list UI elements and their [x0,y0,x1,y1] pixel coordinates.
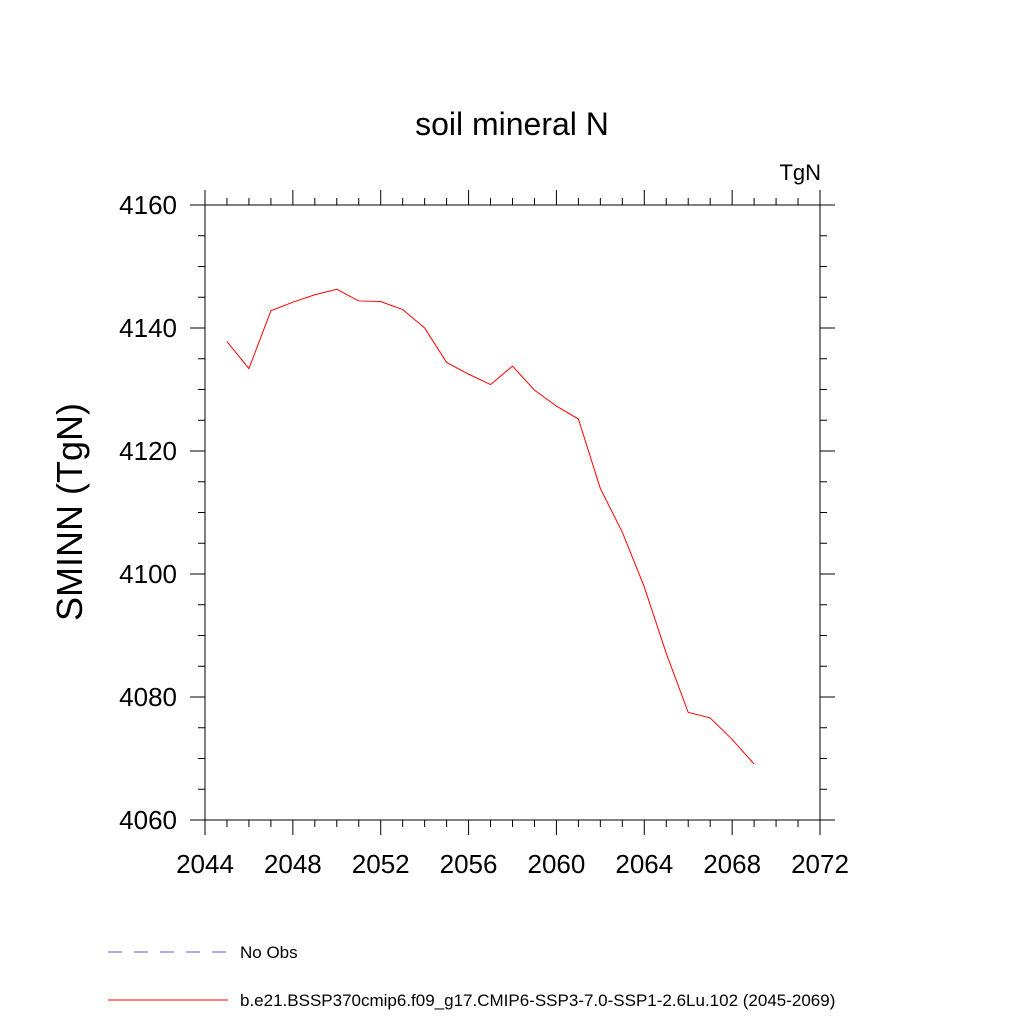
x-tick-label: 2056 [440,849,498,879]
units-label: TgN [779,160,821,185]
x-tick-label: 2060 [528,849,586,879]
y-tick-label: 4080 [119,682,177,712]
x-tick-label: 2048 [264,849,322,879]
x-tick-label: 2052 [352,849,410,879]
y-tick-label: 4120 [119,436,177,466]
x-tick-label: 2072 [791,849,849,879]
x-tick-label: 2068 [703,849,761,879]
y-axis-label: SMINN (TgN) [49,403,90,621]
x-tick-label: 2064 [615,849,673,879]
y-tick-label: 4160 [119,190,177,220]
ticks-layer: 2044 2048 2052 2056 2060 2064 2068 2072 4060 4080… [119,190,849,879]
series-layer [226,288,755,765]
y-tick-label: 4060 [119,805,177,835]
y-tick-label: 4140 [119,313,177,343]
legend-label-1: No Obs [240,943,298,962]
chart-title: soil mineral N [415,106,609,142]
series-line-0 [226,288,755,765]
legend: No Obs b.e21.BSSP370cmip6.f09_g17.CMIP6-S… [108,943,835,1010]
x-tick-label: 2044 [176,849,234,879]
legend-label-0: b.e21.BSSP370cmip6.f09_g17.CMIP6-SSP3-7.… [240,991,835,1010]
plot-frame [204,204,821,821]
y-tick-label: 4100 [119,559,177,589]
